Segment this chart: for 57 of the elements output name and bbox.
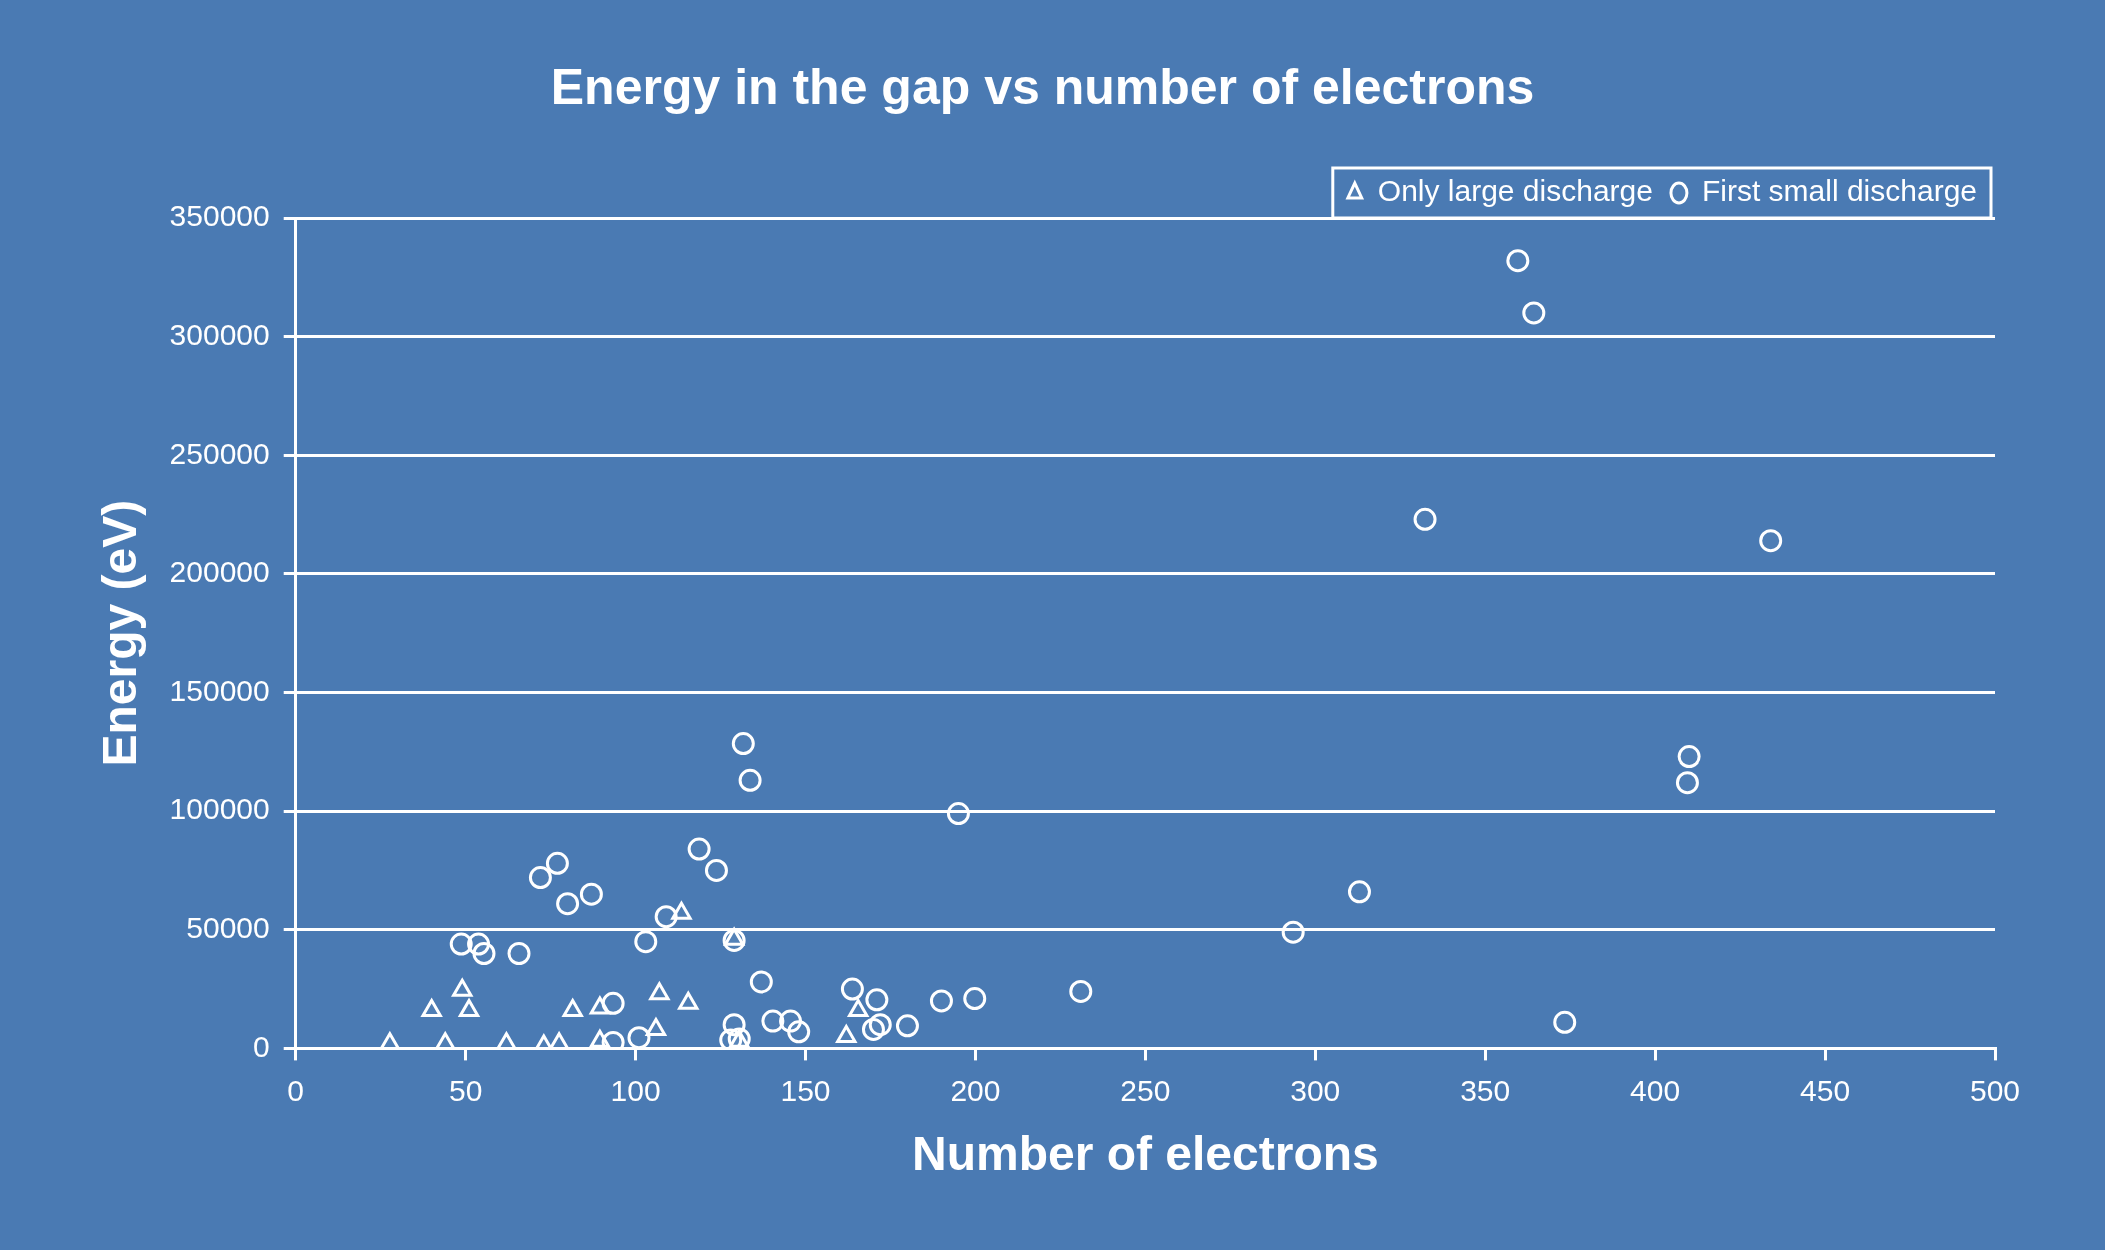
x-tick-label: 150 [780,1073,831,1107]
legend-label: Only large discharge [1377,174,1653,208]
point [840,977,864,1001]
point [1413,507,1437,531]
x-tick-label: 200 [950,1073,1001,1107]
point [1522,301,1546,325]
point [1347,880,1371,904]
point [836,1025,857,1044]
point [1553,1010,1577,1034]
y-tick-label: 100000 [169,792,270,826]
point [895,1014,919,1038]
point [946,802,970,826]
x-tick-label: 400 [1630,1073,1681,1107]
y-tick-label: 350000 [169,199,270,233]
x-tick-label: 500 [1969,1073,2021,1107]
point [865,988,889,1012]
point [545,851,569,875]
point [1069,979,1093,1003]
point [868,1013,892,1037]
point [1675,771,1699,795]
chart-title: Energy in the gap vs number of electrons [550,58,1535,115]
point [749,970,773,994]
point [528,866,552,890]
x-tick-label: 300 [1290,1073,1341,1107]
x-tick-label: 50 [448,1073,483,1107]
point [1759,529,1783,553]
y-tick-label: 0 [253,1029,270,1063]
point [579,882,603,906]
y-tick-label: 200000 [169,555,270,589]
y-tick-label: 300000 [169,317,270,351]
x-tick-label: 450 [1800,1073,1851,1107]
x-tick-label: 0 [287,1073,305,1107]
point [654,905,678,929]
point [627,1026,651,1049]
y-tick-label: 250000 [169,436,270,470]
point [507,942,531,965]
point [929,989,953,1013]
y-axis-title: Energy (eV) [93,499,147,767]
x-tick-label: 250 [1120,1073,1171,1107]
point [1281,920,1305,944]
point [634,930,658,954]
legend-label: First small discharge [1701,174,1978,208]
point [787,1020,811,1044]
point [556,892,580,916]
point [1677,745,1701,769]
y-tick-label: 50000 [186,911,270,945]
x-axis-title: Number of electrons [911,1127,1379,1181]
point [472,942,496,965]
x-tick-label: 350 [1460,1073,1511,1107]
x-tick-label: 100 [610,1073,661,1107]
point [963,987,987,1011]
point [1506,249,1530,273]
point [704,858,728,882]
point [687,837,711,861]
point [731,732,755,756]
y-tick-label: 150000 [169,673,270,707]
point [738,768,762,792]
